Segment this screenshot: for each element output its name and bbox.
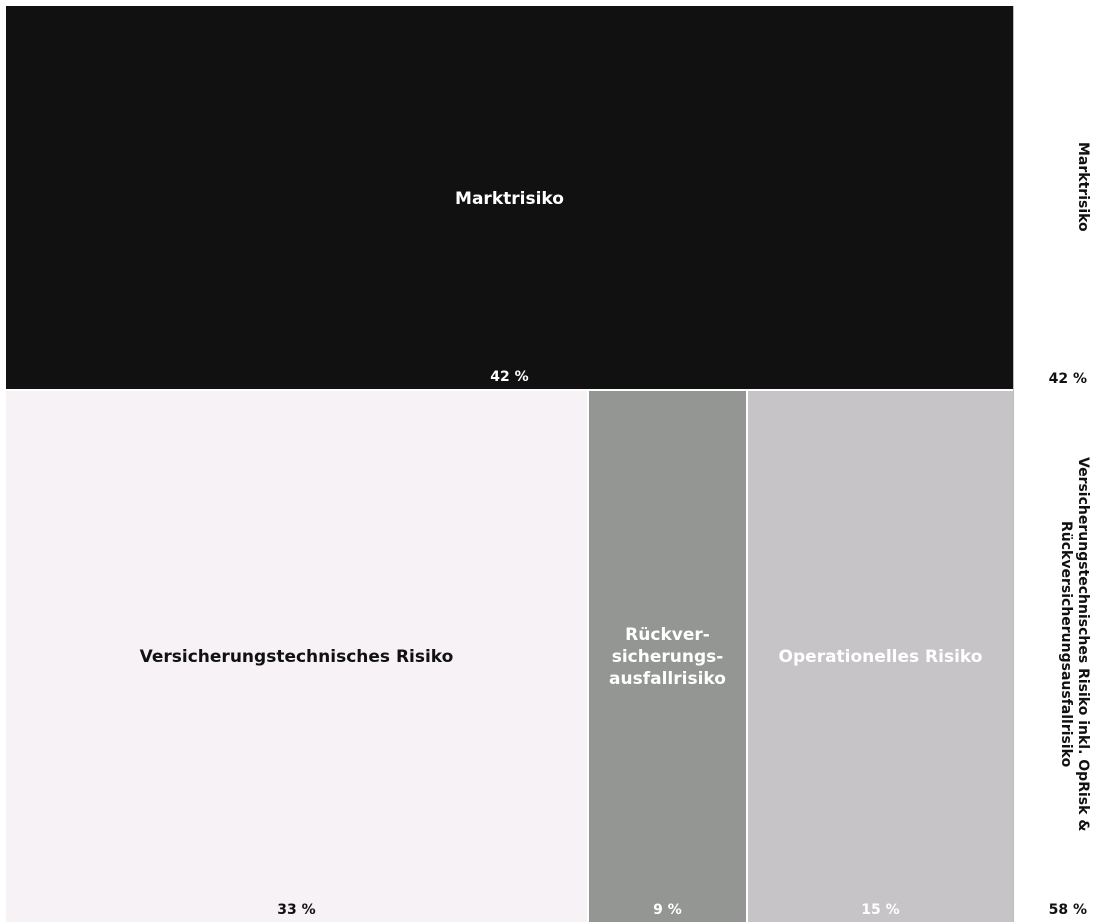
tile-value-label: 33 %: [277, 902, 316, 918]
tile-label: Operationelles Risiko: [778, 647, 983, 667]
tile-versicherungstechnisches-risiko: Versicherungstechnisches Risiko 33 %: [6, 391, 589, 922]
tile-operationelles-risiko: Operationelles Risiko 15 %: [748, 391, 1013, 922]
tile-label: Marktrisiko: [455, 189, 564, 209]
tile-value-label: 9 %: [653, 902, 682, 918]
group-value-label: 42 %: [1048, 371, 1087, 387]
group-value-label: 58 %: [1048, 902, 1087, 918]
group-label-versicherungstechnisches-risiko-inkl-opr: Versicherungstechnisches Risiko inkl. Op…: [1058, 457, 1091, 832]
tile-label: Rückver-sicherungs-ausfallrisiko: [609, 625, 726, 689]
tile-value-label: 42 %: [490, 369, 529, 385]
label-column-divider: [1013, 6, 1014, 922]
group-label-marktrisiko: Marktrisiko: [1075, 141, 1091, 232]
tile-label: Versicherungstechnisches Risiko: [139, 647, 454, 667]
tile-marktrisiko: Marktrisiko 42 %: [6, 6, 1013, 391]
tile-ruckver-sicherungs-ausfallrisiko: Rückver-sicherungs-ausfallrisiko 9 %: [589, 391, 748, 922]
tile-value-label: 15 %: [861, 902, 900, 918]
